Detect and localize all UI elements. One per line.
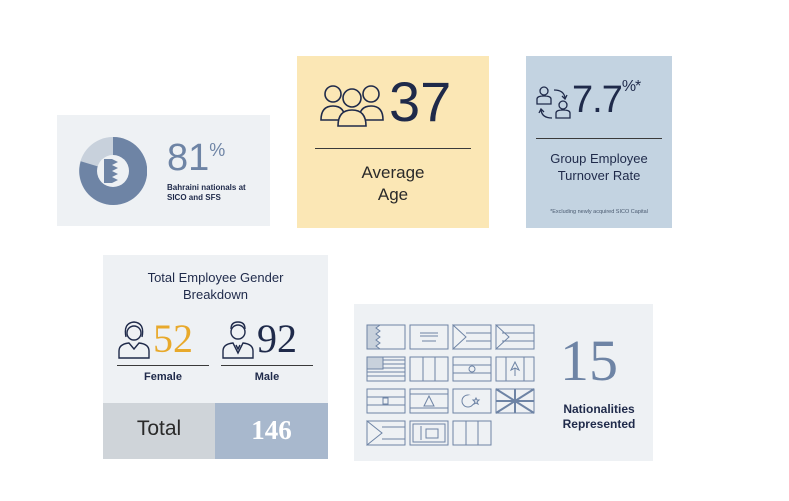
bahraini-nationals-card: 81% Bahraini nationals at SICO and SFS <box>57 115 270 226</box>
bahraini-label: Bahraini nationals at SICO and SFS <box>167 183 246 202</box>
turnover-rate-value: 7.7%* <box>572 78 641 121</box>
female-count: 52 <box>153 316 193 361</box>
divider <box>117 365 209 366</box>
nationalities-card: 15 Nationalities Represented <box>354 304 653 461</box>
total-value: 146 <box>251 415 292 445</box>
flags-grid-icon <box>366 324 535 447</box>
gender-breakdown-card: Total Employee Gender Breakdown 52 92 Fe… <box>103 255 328 459</box>
nationalities-count: 15 <box>560 328 618 393</box>
bahrain-flag-donut-icon <box>79 137 147 205</box>
female-icon <box>118 321 150 359</box>
nationalities-label: Nationalities Represented <box>562 402 636 431</box>
male-icon <box>222 321 254 359</box>
average-age-label: Average Age <box>361 163 425 204</box>
total-label-box: Total <box>103 403 215 459</box>
turnover-card: 7.7%* Group Employee Turnover Rate *Excl… <box>526 56 672 228</box>
male-label: Male <box>254 371 280 383</box>
people-group-icon <box>320 85 384 127</box>
female-label: Female <box>144 371 182 383</box>
turnover-label: Group Employee Turnover Rate <box>550 151 648 183</box>
divider <box>536 138 662 139</box>
bahraini-percentage: 81% <box>167 137 226 179</box>
average-age-value: 37 <box>389 70 452 133</box>
employee-exchange-icon <box>536 86 571 119</box>
divider <box>221 365 313 366</box>
divider <box>315 148 471 149</box>
male-count: 92 <box>257 316 297 361</box>
average-age-card: 37 Average Age <box>297 56 489 228</box>
gender-breakdown-title: Total Employee Gender Breakdown <box>147 270 284 302</box>
total-value-box: 146 <box>215 403 328 459</box>
total-label: Total <box>136 417 182 440</box>
turnover-footnote: *Excluding newly acquired SICO Capital <box>550 209 648 215</box>
